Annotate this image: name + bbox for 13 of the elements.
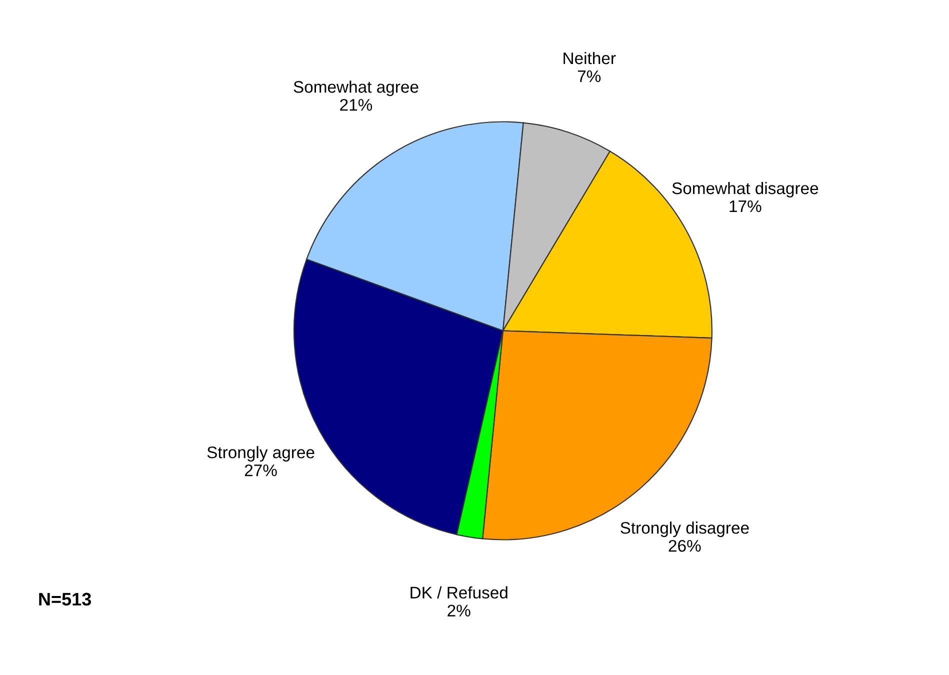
slice-label: DK / Refused bbox=[410, 586, 508, 599]
slice-label: Somewhat agree bbox=[294, 80, 418, 96]
slice-label: Neither bbox=[564, 52, 616, 64]
text: N=513 bbox=[39, 592, 92, 606]
slice-label: Strongly agree bbox=[207, 446, 314, 462]
data-label: 17% bbox=[730, 200, 762, 212]
slice-label: Somewhat disagree bbox=[672, 182, 818, 198]
data-label: 26% bbox=[668, 540, 701, 552]
data-label: 7% bbox=[578, 70, 601, 82]
data-label: 27% bbox=[244, 464, 277, 476]
data-label: 21% bbox=[340, 98, 372, 111]
data-label: 2% bbox=[448, 604, 470, 616]
slice-label: Strongly disagree bbox=[620, 522, 749, 538]
